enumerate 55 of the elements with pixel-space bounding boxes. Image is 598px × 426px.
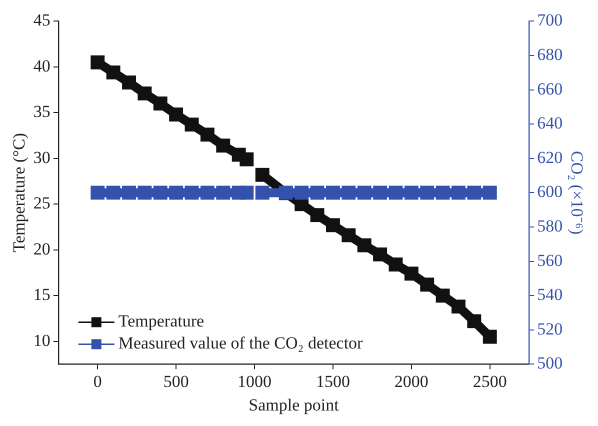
y2-tick-label: 640 xyxy=(537,114,563,133)
point xyxy=(255,168,270,182)
point xyxy=(342,228,356,242)
point xyxy=(326,218,340,232)
y-tick-label: 40 xyxy=(33,56,50,76)
y2-tick-label: 580 xyxy=(537,216,563,236)
x-tick-label: 0 xyxy=(93,372,102,391)
point xyxy=(436,288,450,303)
y-tick-label: 15 xyxy=(33,285,50,304)
x-tick-label: 2500 xyxy=(472,372,507,391)
point xyxy=(232,148,246,162)
y-tick-label: 25 xyxy=(33,194,50,213)
point xyxy=(388,258,403,272)
y-tick-label: 35 xyxy=(33,102,50,122)
legend-label: Measured value of the CO₂ detector xyxy=(118,334,364,353)
y-axis-title: Temperature (°C) xyxy=(10,133,29,252)
point xyxy=(184,118,199,132)
point xyxy=(357,238,372,252)
point xyxy=(169,108,184,122)
y2-tick-label: 600 xyxy=(537,182,563,202)
point xyxy=(216,138,230,153)
point xyxy=(467,314,482,328)
y2-tick-label: 500 xyxy=(537,354,563,373)
point xyxy=(404,266,418,281)
point xyxy=(452,300,466,314)
y2-tick-label: 520 xyxy=(537,319,563,338)
point xyxy=(310,208,324,222)
x-axis-title: Sample point xyxy=(248,395,340,414)
y2-tick-label: 660 xyxy=(537,79,563,98)
y-tick-label: 45 xyxy=(33,10,50,30)
legend-label: Temperature xyxy=(118,312,204,331)
point xyxy=(90,55,105,70)
point xyxy=(200,128,214,142)
point xyxy=(373,247,388,262)
y-tick-label: 10 xyxy=(33,330,50,350)
y2-tick-label: 540 xyxy=(537,285,563,304)
point xyxy=(122,76,136,90)
y2-tick-label: 620 xyxy=(537,148,563,167)
y2-tick-label: 680 xyxy=(537,44,563,64)
point xyxy=(106,65,120,80)
x-tick-label: 1000 xyxy=(238,372,272,391)
point xyxy=(240,152,254,166)
point xyxy=(482,330,497,344)
point xyxy=(138,86,152,100)
y-tick-label: 20 xyxy=(33,239,50,258)
x-tick-label: 1500 xyxy=(316,372,350,391)
y-tick-label: 30 xyxy=(33,148,50,167)
point xyxy=(294,197,309,212)
y2-tick-label: 700 xyxy=(537,10,563,30)
x-tick-label: 2000 xyxy=(394,372,428,391)
point xyxy=(153,96,168,110)
y2-tick-label: 560 xyxy=(537,250,563,270)
y2-axis-title: CO₂ (×10⁻⁶) xyxy=(567,150,586,235)
x-tick-label: 500 xyxy=(163,372,189,391)
point xyxy=(420,278,434,292)
